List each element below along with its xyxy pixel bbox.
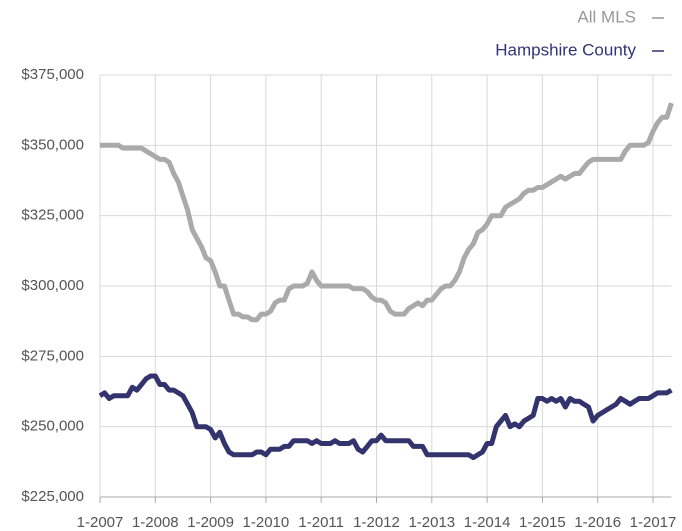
- y-tick-label: $375,000: [21, 66, 84, 83]
- x-tick-label: 1-2017: [630, 514, 677, 531]
- y-tick-label: $250,000: [21, 418, 84, 435]
- x-tick-label: 1-2013: [408, 514, 455, 531]
- x-tick-label: 1-2011: [298, 514, 344, 531]
- x-tick-label: 1-2008: [132, 514, 179, 531]
- series-line: [100, 102, 674, 323]
- y-tick-label: $300,000: [21, 277, 84, 294]
- legend-label: All MLS: [577, 7, 636, 26]
- series-line: [98, 373, 673, 461]
- x-tick-label: 1-2016: [574, 514, 621, 531]
- y-tick-label: $225,000: [21, 488, 84, 505]
- y-tick-label: $350,000: [21, 136, 84, 153]
- x-tick-label: 1-2015: [519, 514, 566, 531]
- x-tick-label: 1-2010: [243, 514, 290, 531]
- x-tick-label: 1-2012: [353, 514, 400, 531]
- x-tick-label: 1-2014: [464, 514, 511, 531]
- y-tick-label: $325,000: [21, 207, 84, 224]
- x-tick-label: 1-2009: [187, 514, 234, 531]
- x-tick-label: 1-2007: [77, 514, 124, 531]
- legend-label: Hampshire County: [495, 40, 636, 59]
- y-tick-label: $275,000: [21, 347, 84, 364]
